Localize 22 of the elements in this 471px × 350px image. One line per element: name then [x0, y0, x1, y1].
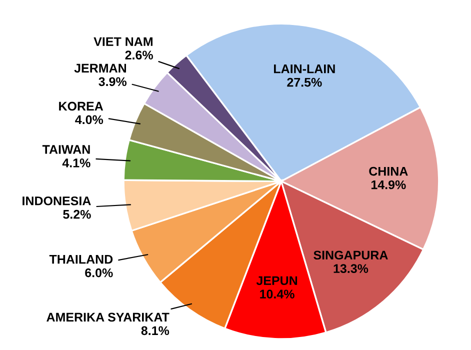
slice-label: JERMAN — [74, 64, 126, 73]
data-label: 14.9% — [371, 180, 406, 190]
slice-label: VIET NAM — [94, 37, 152, 46]
data-label: 13.3% — [334, 264, 368, 274]
slice-label: CHINA — [369, 166, 408, 176]
slice-label: JEPUN — [256, 276, 298, 286]
data-label: 8.1% — [141, 326, 170, 336]
data-label: 6.0% — [85, 268, 113, 278]
data-label: 3.9% — [98, 77, 127, 86]
slice-label: SINGAPURA — [314, 250, 388, 260]
slice-label: LAIN-LAIN — [274, 64, 335, 74]
data-label: 2.6% — [125, 50, 153, 60]
slice-label: THAILAND — [49, 255, 113, 264]
slice-label: KOREA — [59, 102, 104, 111]
data-label: 27.5% — [287, 78, 322, 87]
data-label: 4.0% — [75, 115, 104, 124]
slice-label: INDONESIA — [22, 196, 91, 206]
data-label: 4.1% — [62, 158, 90, 168]
slice-label: AMERIKA SYARIKAT — [46, 312, 170, 322]
data-label: 10.4% — [260, 290, 294, 299]
slice-label: TAIWAN — [42, 145, 90, 154]
data-label: 5.2% — [63, 210, 91, 219]
